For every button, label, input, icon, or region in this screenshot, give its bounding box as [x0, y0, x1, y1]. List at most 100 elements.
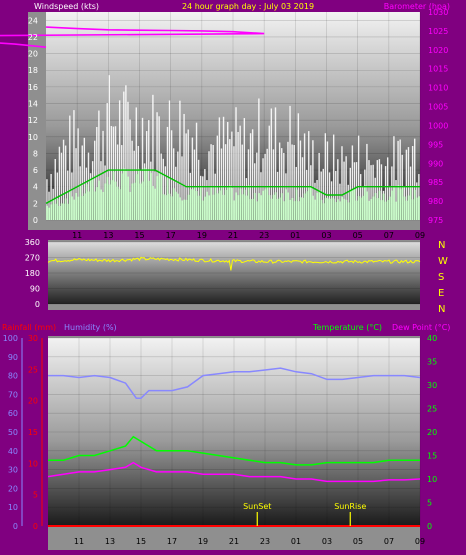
wind-average-bar [52, 199, 55, 220]
wind-average-bar [58, 205, 61, 220]
wind-average-bar [351, 189, 354, 220]
temperature-axis-label: Temperature (°C) [312, 323, 382, 332]
wind-speed-bar [102, 130, 104, 220]
wind-average-bar [143, 167, 146, 220]
wind-speed-bar [116, 144, 119, 220]
wind-average-bar [162, 194, 165, 220]
temp-x-tick-label: 17 [167, 537, 177, 546]
wind-average-bar [247, 185, 250, 220]
temp-plot-area [48, 338, 420, 526]
wind-speed-bar [98, 110, 100, 220]
wind-average-bar [276, 198, 279, 220]
wind-speed-bar [141, 117, 144, 220]
average-wind-line [45, 169, 420, 205]
wind-speed-bar [202, 176, 204, 220]
wind-speed-bar [131, 140, 133, 220]
wind-speed-bar [397, 140, 399, 220]
wind-average-bar [393, 187, 395, 220]
temp-x-tick-label: 09 [415, 537, 425, 546]
wind-average-bar [320, 199, 323, 220]
wind-speed-bar [185, 133, 187, 220]
temp-x-tick-label: 05 [353, 537, 363, 546]
wind-average-bar [326, 197, 329, 220]
wind-average-bar [297, 201, 300, 220]
wind-average-bar [397, 185, 400, 220]
wind-average-bar [274, 192, 277, 220]
rainfall-tick-label: 25 [28, 365, 38, 374]
wind-average-bar [364, 185, 366, 220]
wind-average-bar [112, 171, 115, 220]
wind-average-bar [293, 201, 296, 220]
wind-speed-bar [241, 144, 243, 220]
compass-label-s: S [438, 272, 444, 283]
wind-average-bar [388, 196, 391, 220]
wind-average-bar [68, 189, 71, 220]
wind-average-bar [258, 193, 260, 220]
wind-average-bar [280, 193, 283, 220]
wind-speed-bar [77, 128, 79, 220]
wind-average-bar [368, 200, 370, 220]
wind-speed-bar [355, 162, 358, 220]
wind-speed-bar [343, 161, 345, 220]
direction-y-tick-label: 180 [25, 269, 40, 278]
wind-average-bar [386, 200, 389, 220]
wind-average-bar [418, 196, 420, 220]
wind-speed-bar [393, 136, 395, 220]
wind-average-bar [391, 190, 393, 220]
wind-speed-bar [239, 125, 241, 220]
rainfall-tick-label: 20 [28, 397, 38, 406]
wind-average-bar [399, 189, 402, 220]
wind-y-tick-label: 12 [28, 116, 38, 125]
wind-speed-bar [224, 144, 227, 220]
wind-average-bar [405, 200, 408, 220]
wind-average-bar [413, 189, 416, 220]
wind-average-bar [98, 180, 100, 220]
wind-average-bar [199, 187, 202, 220]
wind-average-bar [266, 186, 269, 220]
wind-speed-bar [372, 164, 374, 220]
wind-average-bar [62, 203, 65, 220]
barometer-tick-label: 1030 [428, 8, 448, 17]
wind-speed-bar [152, 94, 154, 220]
wind-speed-bar [218, 117, 221, 220]
wind-speed-bar [54, 159, 56, 220]
wind-speed-bar [376, 160, 379, 220]
wind-average-bar [191, 189, 194, 220]
wind-average-bar [220, 185, 223, 220]
wind-x-tick-label: 23 [259, 231, 269, 240]
wind-average-bar [376, 198, 379, 220]
wind-speed-bar [299, 140, 302, 220]
temp-x-tick-label: 19 [198, 537, 208, 546]
wind-average-bar [249, 199, 252, 220]
wind-average-bar [374, 193, 377, 220]
wind-average-bar [239, 188, 242, 220]
wind-average-bar [75, 192, 78, 220]
wind-speed-bar [276, 171, 279, 220]
wind-average-bar [233, 200, 235, 220]
barometer-tick-label: 990 [428, 159, 443, 168]
wind-speed-bar [368, 160, 370, 220]
wind-speed-bar [247, 149, 250, 220]
wind-average-bar [201, 200, 204, 220]
wind-speed-bar [60, 152, 63, 220]
humidity-tick-label: 70 [8, 390, 18, 399]
wind-speed-bar [125, 85, 127, 221]
wind-average-bar [382, 193, 385, 220]
temperature-tick-label: 20 [427, 428, 437, 437]
wind-average-bar [322, 203, 325, 220]
wind-speed-bar [351, 145, 354, 220]
dewpoint-axis-label: Dew Point (°C) [392, 323, 450, 332]
wind-average-bar [270, 198, 273, 220]
wind-speed-bar [210, 144, 212, 220]
wind-speed-bar [135, 107, 137, 220]
wind-speed-bar [235, 107, 237, 220]
wind-speed-bar [370, 165, 372, 220]
wind-average-bar [46, 205, 48, 220]
barometer-tick-label: 1025 [428, 27, 448, 36]
temperature-tick-label: 0 [427, 522, 432, 531]
wind-average-bar [272, 194, 275, 220]
wind-average-bar [345, 199, 348, 220]
wind-speed-bar [75, 148, 77, 220]
humidity-tick-label: 100 [3, 334, 18, 343]
